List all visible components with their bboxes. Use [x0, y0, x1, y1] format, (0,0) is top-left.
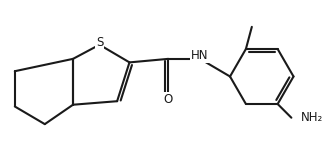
Text: O: O: [164, 93, 173, 106]
Text: S: S: [96, 36, 103, 49]
Text: HN: HN: [191, 49, 209, 62]
Text: NH₂: NH₂: [301, 111, 323, 124]
